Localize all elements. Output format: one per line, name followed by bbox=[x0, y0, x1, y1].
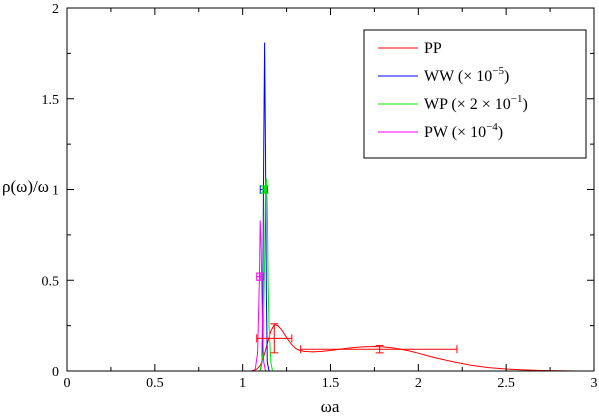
series-line-pp bbox=[251, 324, 594, 372]
x-axis-ticks: 0 0.5 1 1.5 2 2.5 3 bbox=[64, 8, 598, 391]
x-tick-label: 3 bbox=[591, 376, 598, 391]
x-tick-label: 1.5 bbox=[322, 376, 340, 391]
series-line-pw bbox=[254, 220, 266, 372]
legend-entry: PP bbox=[424, 40, 442, 57]
error-bar-pp bbox=[256, 323, 293, 354]
legend-entry: WW (× 10−5) bbox=[424, 65, 509, 85]
y-tick-label: 1 bbox=[52, 184, 59, 199]
y-tick-label: 0 bbox=[52, 365, 59, 380]
y-tick-label: 0.5 bbox=[42, 274, 60, 289]
error-bar-pw bbox=[256, 272, 265, 281]
legend: PP WW (× 10−5) WP (× 2 × 10−1) PW (× 10−4) bbox=[363, 29, 587, 159]
x-tick-label: 2.5 bbox=[497, 376, 515, 391]
legend-entry: PW (× 10−4) bbox=[424, 121, 503, 141]
y-axis-title: ρ(ω)/ω bbox=[2, 177, 49, 196]
x-tick-label: 0 bbox=[64, 376, 71, 391]
y-tick-label: 2 bbox=[52, 2, 59, 17]
x-axis-title: ωa bbox=[321, 397, 340, 416]
error-bar-pp bbox=[300, 345, 458, 354]
x-tick-label: 0.5 bbox=[146, 376, 164, 391]
x-tick-label: 1 bbox=[239, 376, 246, 391]
y-axis-ticks: 0 0.5 1 1.5 2 bbox=[42, 2, 594, 380]
legend-entry: WP (× 2 × 10−1) bbox=[424, 93, 528, 113]
legend-box bbox=[363, 29, 587, 159]
error-bar-wp bbox=[260, 185, 269, 194]
plot-errorbars bbox=[256, 185, 458, 354]
y-tick-label: 1.5 bbox=[42, 93, 60, 108]
x-tick-label: 2 bbox=[415, 376, 422, 391]
